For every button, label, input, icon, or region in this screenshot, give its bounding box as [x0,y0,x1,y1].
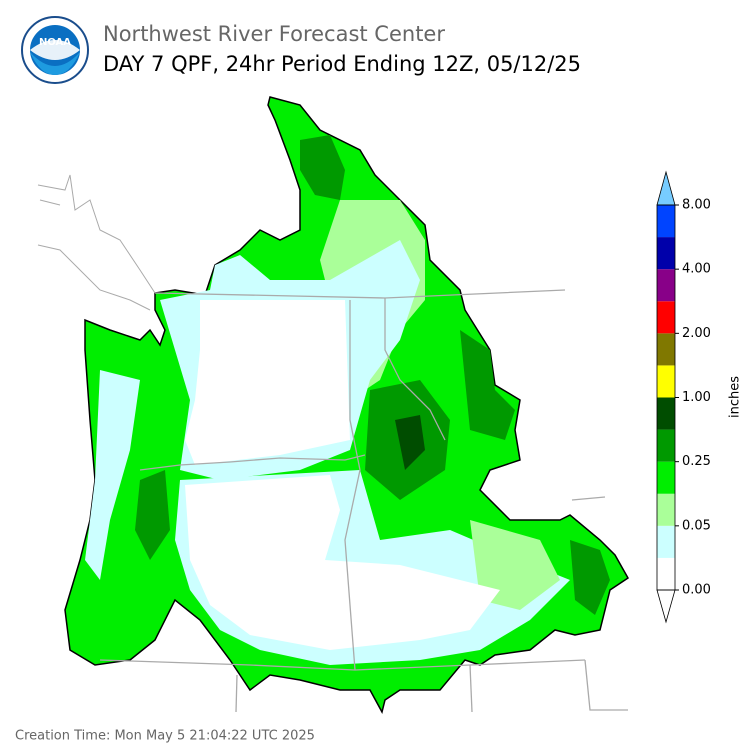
creation-time: Creation Time: Mon May 5 21:04:22 UTC 20… [15,729,315,744]
map-title: DAY 7 QPF, 24hr Period Ending 12Z, 05/12… [103,52,581,76]
colorbar-box [657,557,675,590]
colorbar: 0.00 0.05 0.25 1.00 2.00 4.00 8.00 [656,170,711,624]
coastline [37,174,156,311]
colorbar-tick-label: 4.00 [682,262,711,277]
agency: Northwest River Forecast Center [103,22,445,46]
logo-text: NOAA [39,37,71,48]
colorbar-box [657,429,675,462]
colorbar-box [657,205,675,238]
colorbar-tick-label: 2.00 [682,326,711,341]
colorbar-box [657,493,675,526]
colorbar-label: inches [728,376,743,418]
colorbar-box [657,269,675,302]
colorbar-tick-label: 8.00 [682,198,711,213]
colorbar-box [657,301,675,334]
colorbar-box [657,461,675,494]
colorbar-box [657,237,675,270]
map [37,96,629,715]
colorbar-box [657,397,675,430]
colorbar-box [657,333,675,366]
state-lines [99,289,628,713]
colorbar-tick-label: 0.00 [682,583,711,598]
colorbar-box [657,365,675,398]
colorbar-box [657,525,675,558]
colorbar-tick-label: 0.05 [682,518,711,533]
colorbar-tick-label: 0.25 [682,454,711,469]
colorbar-tick-label: 1.00 [682,390,711,405]
logo: NOAA [21,16,89,84]
